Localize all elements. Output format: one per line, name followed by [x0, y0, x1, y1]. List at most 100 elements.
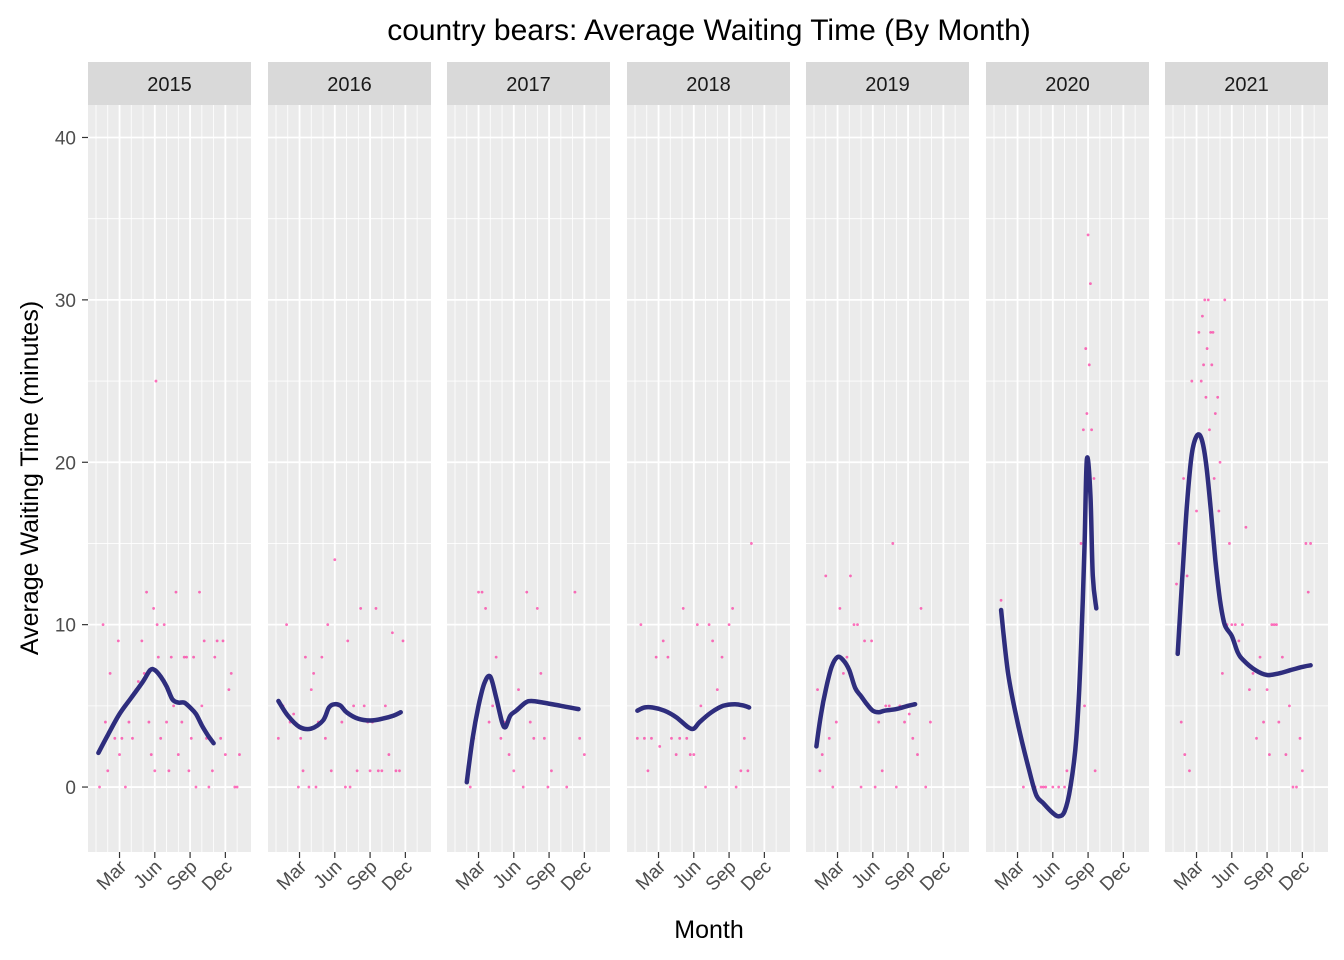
data-point — [192, 655, 196, 659]
data-point — [333, 558, 337, 562]
data-point — [1201, 314, 1204, 318]
data-points — [635, 542, 753, 789]
data-point — [739, 769, 743, 773]
facet-strip-label: 2016 — [327, 74, 372, 96]
data-point — [1177, 542, 1181, 545]
data-point — [1251, 671, 1255, 675]
data-point — [999, 598, 1003, 602]
data-point — [167, 769, 171, 773]
data-point — [542, 736, 546, 740]
x-tick-label: Mar — [1170, 856, 1208, 894]
data-point — [1182, 477, 1185, 480]
data-point — [131, 736, 134, 740]
data-point — [535, 607, 539, 610]
data-point — [1190, 379, 1194, 383]
data-point — [1089, 282, 1092, 286]
x-tick-label: Dec — [378, 857, 417, 896]
data-point — [929, 720, 932, 724]
data-point — [484, 607, 487, 610]
data-point — [314, 785, 318, 789]
data-point — [320, 655, 324, 659]
data-point — [1204, 395, 1208, 399]
data-point — [101, 623, 105, 627]
data-point — [499, 736, 503, 740]
x-tick-label: Mar — [452, 856, 490, 894]
data-point — [1206, 298, 1210, 302]
data-point — [223, 753, 227, 756]
facet-strip-label: 2020 — [1045, 74, 1090, 96]
data-point — [707, 623, 711, 627]
data-point — [340, 720, 344, 724]
facet-strip — [986, 62, 1149, 105]
data-point — [1218, 460, 1222, 464]
data-point — [124, 785, 127, 789]
x-tick-label: Jun — [1028, 857, 1065, 894]
data-point — [165, 720, 168, 724]
data-point — [1237, 639, 1241, 643]
data-point — [401, 639, 405, 643]
data-point — [155, 623, 159, 627]
data-point — [202, 639, 206, 643]
data-point — [1197, 330, 1201, 334]
data-point — [831, 785, 835, 789]
data-point — [1185, 574, 1189, 578]
x-tick-label: Jun — [489, 857, 526, 894]
data-point — [120, 736, 124, 740]
data-point — [118, 753, 121, 756]
data-point — [852, 623, 856, 627]
x-tick-label: Dec — [916, 857, 955, 896]
data-point — [1039, 785, 1043, 789]
data-point — [213, 655, 217, 659]
data-point — [532, 736, 536, 740]
data-point — [1272, 623, 1276, 627]
data-point — [880, 769, 884, 773]
y-tick-label: 40 — [55, 128, 76, 149]
y-tick-label: 30 — [55, 291, 76, 312]
data-point — [845, 655, 849, 659]
data-point — [211, 769, 214, 773]
data-point — [818, 769, 822, 773]
x-tick-label: Sep — [163, 857, 202, 896]
data-point — [1041, 785, 1045, 789]
data-point — [1255, 736, 1258, 740]
data-point — [1275, 623, 1278, 627]
x-tick-label: Sep — [522, 857, 561, 896]
facet-strip-label: 2019 — [865, 74, 910, 96]
data-point — [189, 736, 193, 740]
data-point — [352, 704, 356, 708]
data-point — [1258, 655, 1262, 659]
data-point — [494, 655, 498, 659]
smooth-line — [1175, 432, 1313, 678]
data-point — [704, 785, 707, 789]
panel-background — [806, 105, 969, 852]
data-point — [695, 623, 699, 627]
x-tick-label: Jun — [848, 857, 885, 894]
data-point — [235, 785, 239, 789]
data-point — [907, 712, 911, 716]
data-point — [873, 785, 877, 789]
data-point — [1195, 509, 1198, 513]
data-point — [678, 736, 682, 740]
x-tick-label: Mar — [273, 856, 311, 894]
data-point — [180, 720, 184, 724]
data-point — [140, 639, 144, 643]
data-point — [346, 639, 350, 643]
data-point — [507, 753, 511, 756]
data-point — [911, 736, 915, 740]
data-point — [1284, 753, 1288, 756]
data-point — [734, 785, 738, 789]
data-point — [727, 623, 731, 627]
data-point — [136, 680, 140, 683]
data-point — [1220, 671, 1224, 675]
facet-strip — [1165, 62, 1328, 105]
data-point — [1244, 525, 1248, 529]
facet-strip — [268, 62, 431, 105]
data-point — [1057, 785, 1061, 789]
data-point — [646, 769, 650, 773]
data-point — [635, 736, 639, 740]
data-point — [1217, 509, 1221, 513]
data-point — [304, 655, 307, 659]
